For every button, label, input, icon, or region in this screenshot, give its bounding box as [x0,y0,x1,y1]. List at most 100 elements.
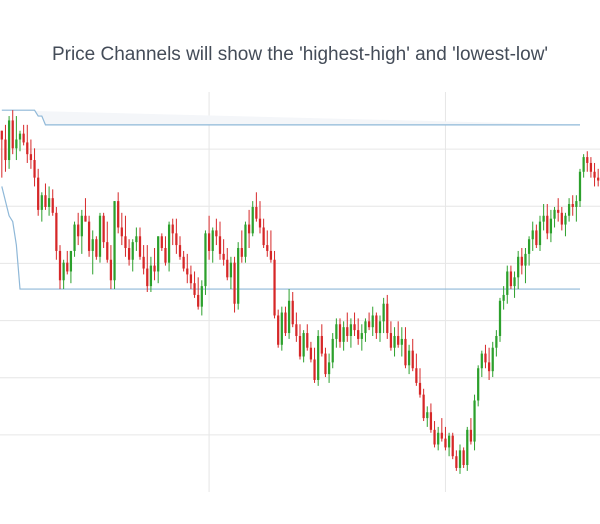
candle-body [520,256,523,266]
candle-body [40,195,43,210]
candle-body [317,335,320,380]
candle-body [66,262,69,272]
candle-body [226,259,229,278]
candle-body [491,347,494,372]
candle-body [291,300,294,325]
candle-body [113,201,116,281]
candle-body [247,224,251,234]
candle-body [567,204,571,216]
candle-body [69,250,73,272]
candle-body [251,206,254,234]
candle-body [280,312,283,345]
candle-body [77,224,80,237]
channel-band-fill [1,110,581,125]
candle-body [546,215,549,234]
candle-body [142,256,145,269]
candle-body [447,435,451,448]
candle-body [269,250,273,260]
candle-body [273,259,276,316]
candle-body [597,177,600,181]
candle-body [404,338,407,366]
candle-body [386,303,389,334]
candle-body [4,139,7,161]
candle-body [0,130,3,140]
candle-body [182,256,185,269]
candle-body [124,236,127,249]
candle-body [306,333,309,348]
candle-body [62,262,65,281]
candle-body [429,412,433,430]
candle-body [313,359,316,380]
candle-body [397,335,400,345]
candle-body [367,321,371,328]
candle-body [237,248,240,304]
candle-body [571,204,574,207]
candle-body [509,271,513,287]
candle-body [560,212,563,225]
candle-body [211,230,214,251]
candle-body [167,224,171,263]
candle-body [175,233,178,246]
candle-body [411,350,414,369]
candle-body [131,242,134,260]
candle-body [462,450,465,466]
candle-body [189,274,193,284]
candle-body [593,171,596,178]
candle-body [331,338,334,363]
candle-body [484,353,487,363]
candle-body [582,157,585,172]
candle-body [531,230,534,240]
candle-body [495,335,498,348]
candle-body [535,230,538,246]
candle-body [426,412,429,419]
candle-body [266,245,269,251]
candle-body [415,368,418,383]
candle-body [120,227,123,237]
candle-body [295,324,298,336]
candle-body [382,303,385,322]
candle-body [498,300,502,336]
candle-body [26,142,29,155]
candle-body [469,429,473,442]
candle-body [146,268,149,287]
highest-high-line [1,109,580,126]
candle-body [153,265,156,272]
candle-body [389,333,393,348]
candle-body [109,259,113,281]
candle-body [400,338,403,345]
candle-body [586,157,589,163]
candle-body [117,201,120,228]
candle-body [258,218,262,228]
candle-body [44,195,47,207]
candle-body [106,242,109,260]
candle-body [324,353,327,375]
candle-body [575,201,578,207]
candle-body [22,133,25,143]
candle-body [298,335,302,357]
candle-body [455,456,458,468]
candle-body [502,294,505,301]
candle-body [207,233,211,251]
candle-body [589,162,593,172]
candle-body [51,198,54,213]
candle-body [466,429,469,466]
candle-body [302,333,305,357]
candle-body [233,262,236,304]
candle-body [480,353,483,369]
candle-body [524,253,527,266]
candle-body [58,250,62,281]
candle-body [513,277,516,287]
candle-body [33,160,36,178]
candle-body [11,120,14,149]
candle-body [171,224,174,234]
candle-body [15,139,18,149]
candle-body [407,350,411,366]
candle-body [178,245,182,257]
candle-body [7,120,11,161]
candle-body [553,209,556,219]
candle-body [473,400,476,442]
candle-body [506,271,509,295]
candle-body [229,262,233,278]
candle-body [98,215,102,257]
candle-body [47,198,51,207]
